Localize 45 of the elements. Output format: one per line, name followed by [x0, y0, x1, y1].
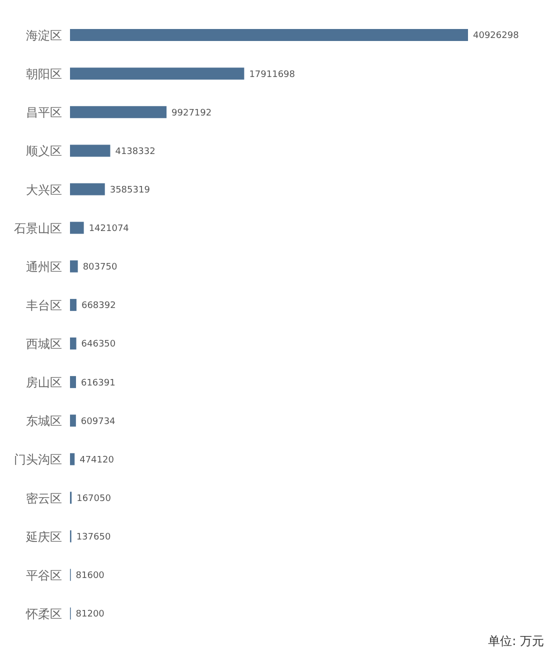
- bar: [70, 414, 76, 427]
- bar: [70, 453, 75, 466]
- bar: [70, 260, 78, 272]
- bar: [70, 29, 468, 41]
- bar: [70, 338, 76, 350]
- data-label: 81200: [76, 610, 105, 620]
- y-tick-label: 门头沟区: [14, 452, 62, 467]
- data-label: 4138332: [115, 146, 156, 157]
- data-label: 1421074: [88, 224, 130, 234]
- data-label: 668392: [82, 301, 116, 312]
- y-tick-label: 石景山区: [14, 221, 62, 236]
- y-tick-label: 密云区: [26, 491, 62, 506]
- data-label: 167050: [76, 494, 112, 504]
- bar: [70, 222, 84, 234]
- bar: [70, 298, 76, 311]
- y-tick-label: 丰台区: [26, 298, 62, 312]
- bar: [70, 376, 76, 388]
- data-label: 803750: [82, 262, 118, 273]
- y-tick-label: 通州区: [26, 260, 62, 274]
- y-tick-label: 大兴区: [26, 182, 62, 197]
- data-label: 9927192: [172, 108, 212, 118]
- y-tick-label: 延庆区: [25, 530, 62, 544]
- y-tick-label: 平谷区: [26, 568, 62, 582]
- bar: [70, 68, 244, 80]
- data-label: 81600: [76, 571, 105, 582]
- data-label: 474120: [80, 455, 114, 466]
- y-tick-label: 房山区: [26, 376, 62, 390]
- data-label: 646350: [81, 340, 116, 350]
- y-tick-label: 海淀区: [26, 28, 62, 43]
- y-tick-label: 东城区: [26, 414, 62, 428]
- y-tick-label: 昌平区: [26, 106, 62, 120]
- bar: [70, 144, 110, 157]
- data-label: 3585319: [110, 185, 150, 196]
- text: 单位: 万元: [487, 633, 545, 650]
- y-tick-label: 西城区: [26, 337, 62, 352]
- data-label: 616391: [80, 378, 116, 388]
- y-tick-label: 怀柔区: [25, 606, 62, 621]
- bar: [70, 183, 105, 196]
- data-label: 609734: [80, 416, 116, 427]
- data-label: 40926298: [473, 31, 520, 42]
- y-tick-label: 顺义区: [26, 144, 62, 158]
- data-label: 17911698: [249, 70, 296, 80]
- y-tick-label: 朝阳区: [26, 67, 62, 82]
- data-label: 137650: [76, 532, 111, 543]
- bar: [70, 106, 167, 118]
